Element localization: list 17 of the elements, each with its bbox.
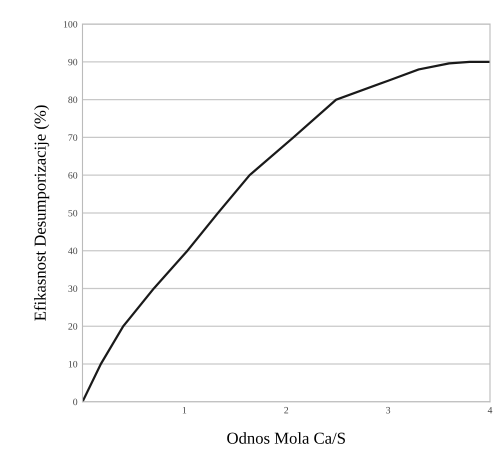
y-tick-label: 30	[68, 285, 78, 292]
x-tick-label: 3	[386, 406, 390, 414]
y-tick-label: 100	[64, 21, 78, 28]
y-tick-label: 10	[68, 360, 78, 368]
y-tick-label: 60	[68, 172, 78, 179]
x-tick-label: 2	[284, 406, 288, 414]
x-tick-label: 4	[488, 406, 492, 414]
y-tick-label: 20	[68, 323, 78, 330]
x-axis-title: Odnos Mola Ca/S	[227, 432, 345, 444]
y-tick-label: 40	[68, 248, 78, 254]
y-tick-label: 0	[73, 398, 78, 406]
y-tick-label: 70	[68, 134, 78, 141]
y-tick-label: 50	[68, 210, 78, 216]
y-tick-label: 90	[68, 58, 78, 66]
x-tick-label: 1	[182, 406, 186, 414]
y-axis-title: Efikasnost Desumporizacije (%)	[34, 105, 50, 321]
y-tick-label: 80	[68, 96, 78, 104]
